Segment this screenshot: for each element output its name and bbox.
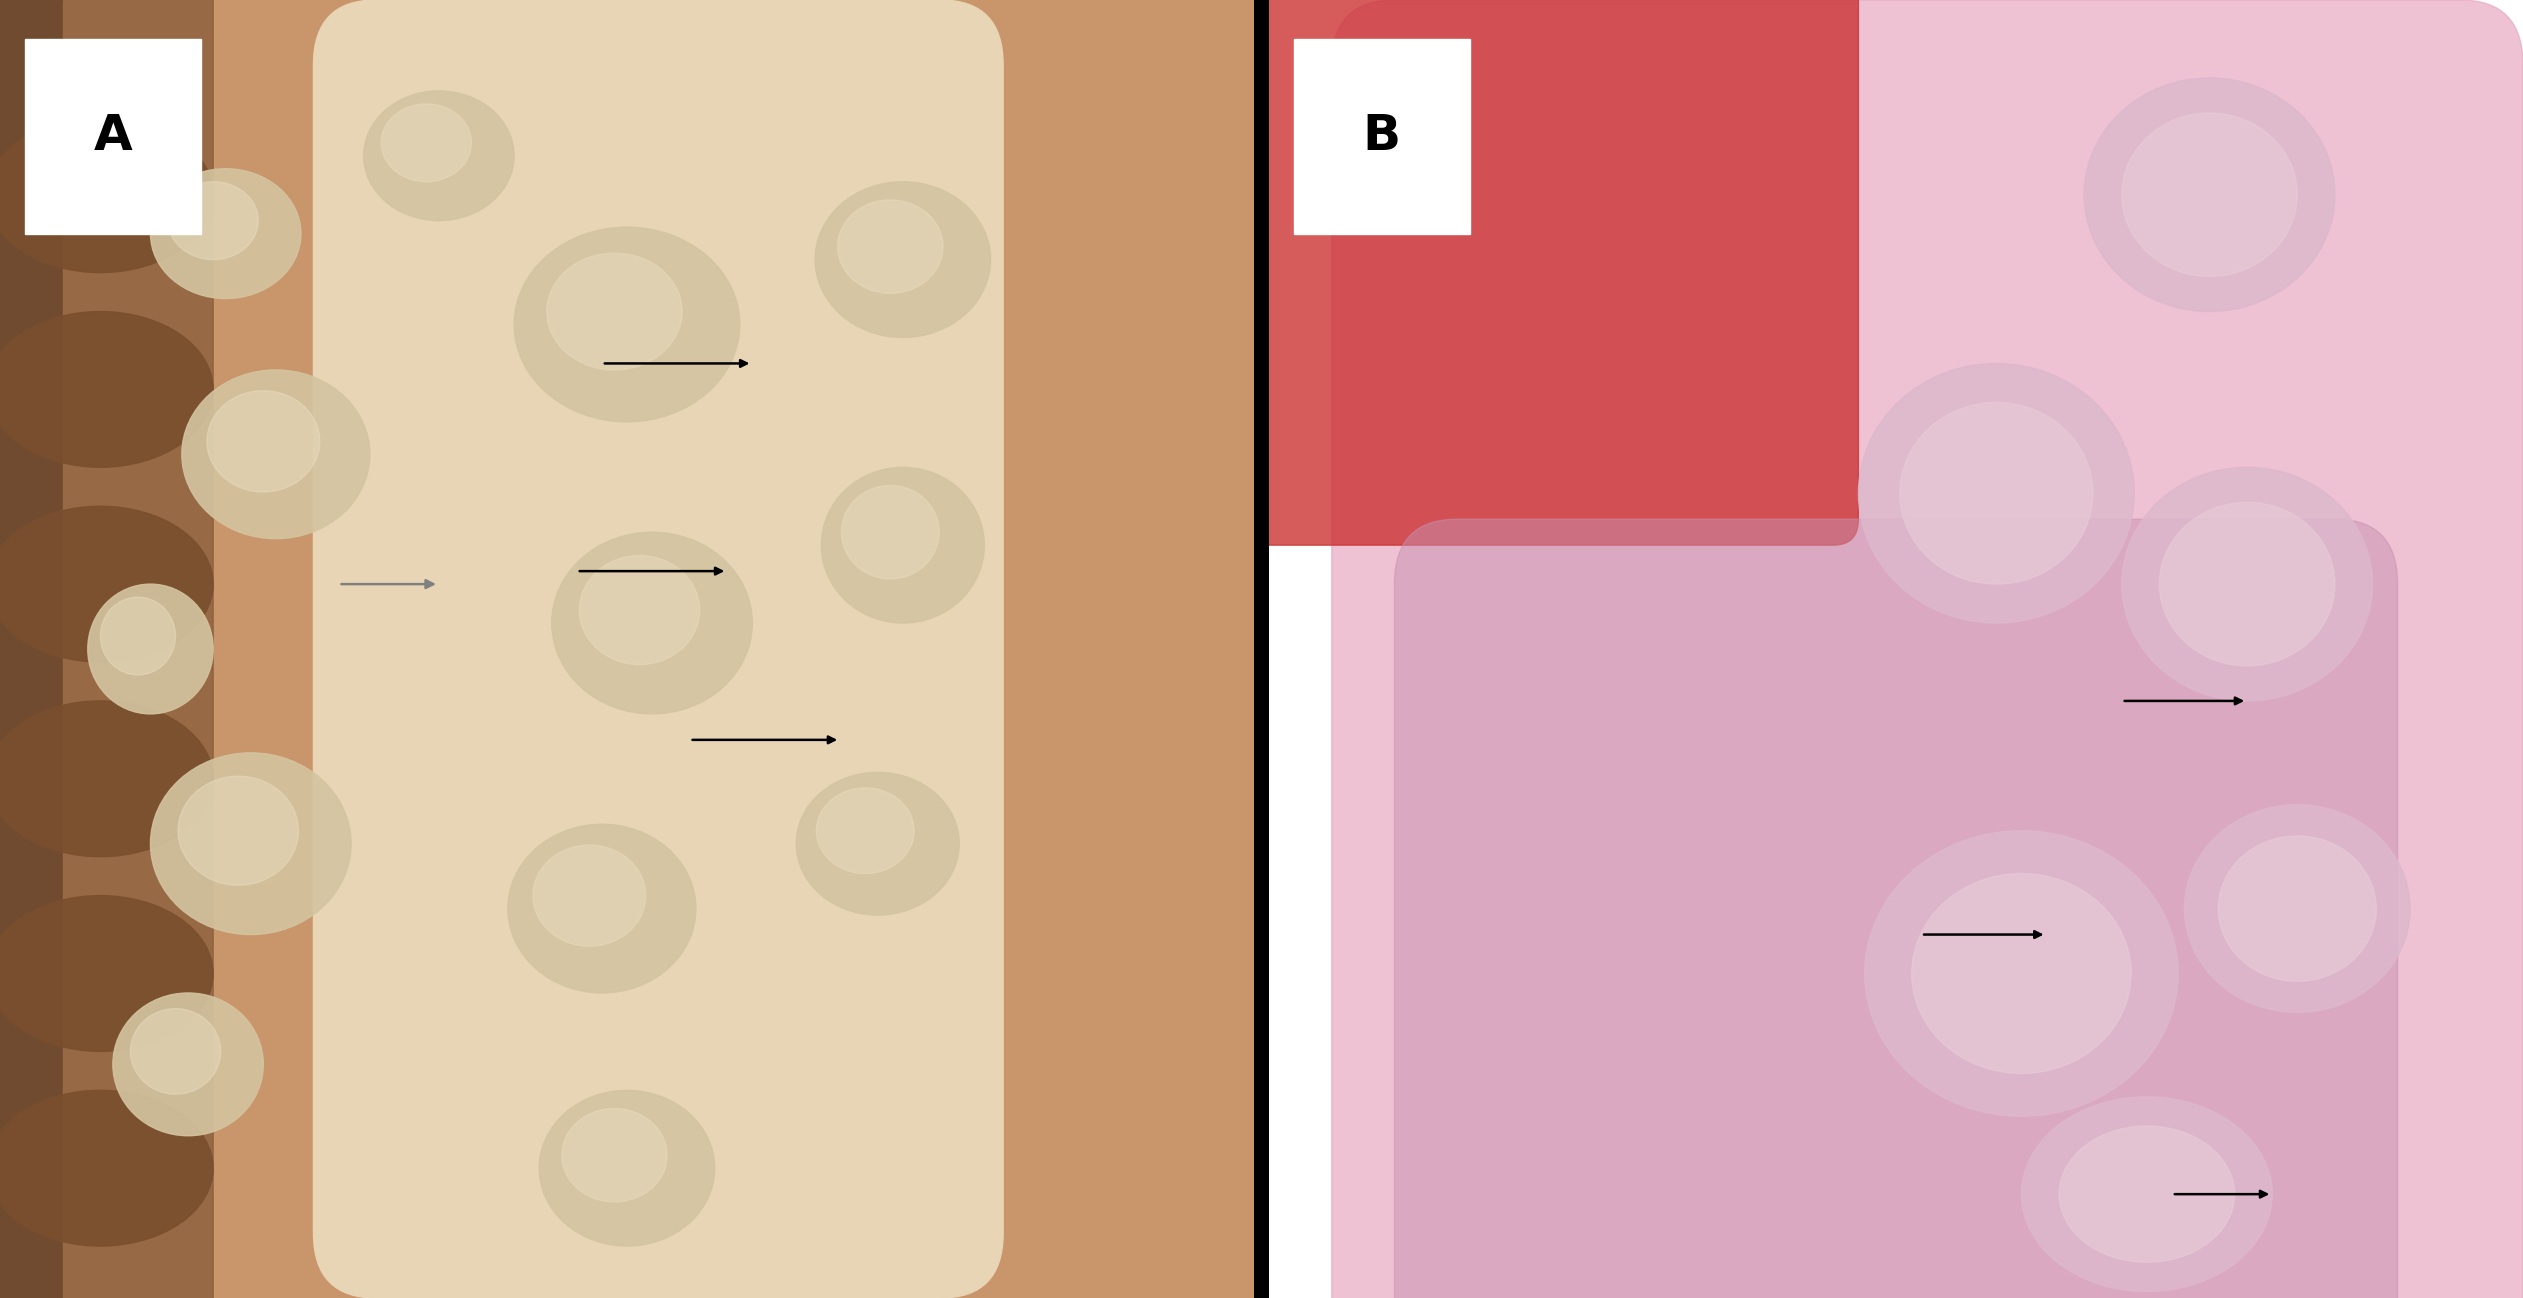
Ellipse shape xyxy=(563,1108,666,1202)
Ellipse shape xyxy=(2218,836,2377,981)
Ellipse shape xyxy=(817,788,913,874)
Ellipse shape xyxy=(0,506,212,662)
Ellipse shape xyxy=(580,556,699,665)
Ellipse shape xyxy=(114,993,262,1136)
Ellipse shape xyxy=(1900,402,2094,584)
Ellipse shape xyxy=(840,485,939,579)
Ellipse shape xyxy=(547,253,681,370)
Ellipse shape xyxy=(131,1009,220,1094)
Ellipse shape xyxy=(169,182,257,260)
Ellipse shape xyxy=(2059,1125,2235,1262)
FancyBboxPatch shape xyxy=(1395,519,2397,1298)
Ellipse shape xyxy=(363,91,515,221)
Ellipse shape xyxy=(1912,874,2132,1073)
Ellipse shape xyxy=(822,467,984,623)
Ellipse shape xyxy=(2021,1097,2273,1292)
Ellipse shape xyxy=(151,753,351,935)
Ellipse shape xyxy=(151,169,300,299)
FancyBboxPatch shape xyxy=(313,0,1004,1298)
Ellipse shape xyxy=(553,532,752,714)
Text: B: B xyxy=(1362,113,1400,160)
FancyBboxPatch shape xyxy=(1332,0,2523,1298)
FancyBboxPatch shape xyxy=(0,0,212,1298)
Ellipse shape xyxy=(540,1090,714,1246)
Ellipse shape xyxy=(797,772,959,915)
Ellipse shape xyxy=(815,182,992,337)
Ellipse shape xyxy=(1859,363,2134,623)
Ellipse shape xyxy=(2084,78,2334,312)
Text: A: A xyxy=(93,113,131,160)
Ellipse shape xyxy=(0,896,212,1051)
Ellipse shape xyxy=(101,597,177,675)
Ellipse shape xyxy=(1864,831,2177,1116)
FancyBboxPatch shape xyxy=(1294,39,1471,234)
Ellipse shape xyxy=(2122,467,2372,701)
Ellipse shape xyxy=(0,1090,212,1246)
FancyBboxPatch shape xyxy=(25,39,202,234)
Ellipse shape xyxy=(507,824,696,993)
Ellipse shape xyxy=(2160,502,2334,666)
Ellipse shape xyxy=(2122,113,2298,276)
Ellipse shape xyxy=(838,200,944,293)
Ellipse shape xyxy=(182,370,371,539)
Ellipse shape xyxy=(0,312,212,467)
Ellipse shape xyxy=(207,391,320,492)
Ellipse shape xyxy=(515,227,739,422)
Ellipse shape xyxy=(381,104,472,182)
FancyBboxPatch shape xyxy=(1244,0,1859,545)
Ellipse shape xyxy=(179,776,298,885)
Ellipse shape xyxy=(2185,805,2409,1012)
Ellipse shape xyxy=(0,117,212,273)
Ellipse shape xyxy=(0,701,212,857)
Ellipse shape xyxy=(532,845,646,946)
Ellipse shape xyxy=(88,584,212,714)
